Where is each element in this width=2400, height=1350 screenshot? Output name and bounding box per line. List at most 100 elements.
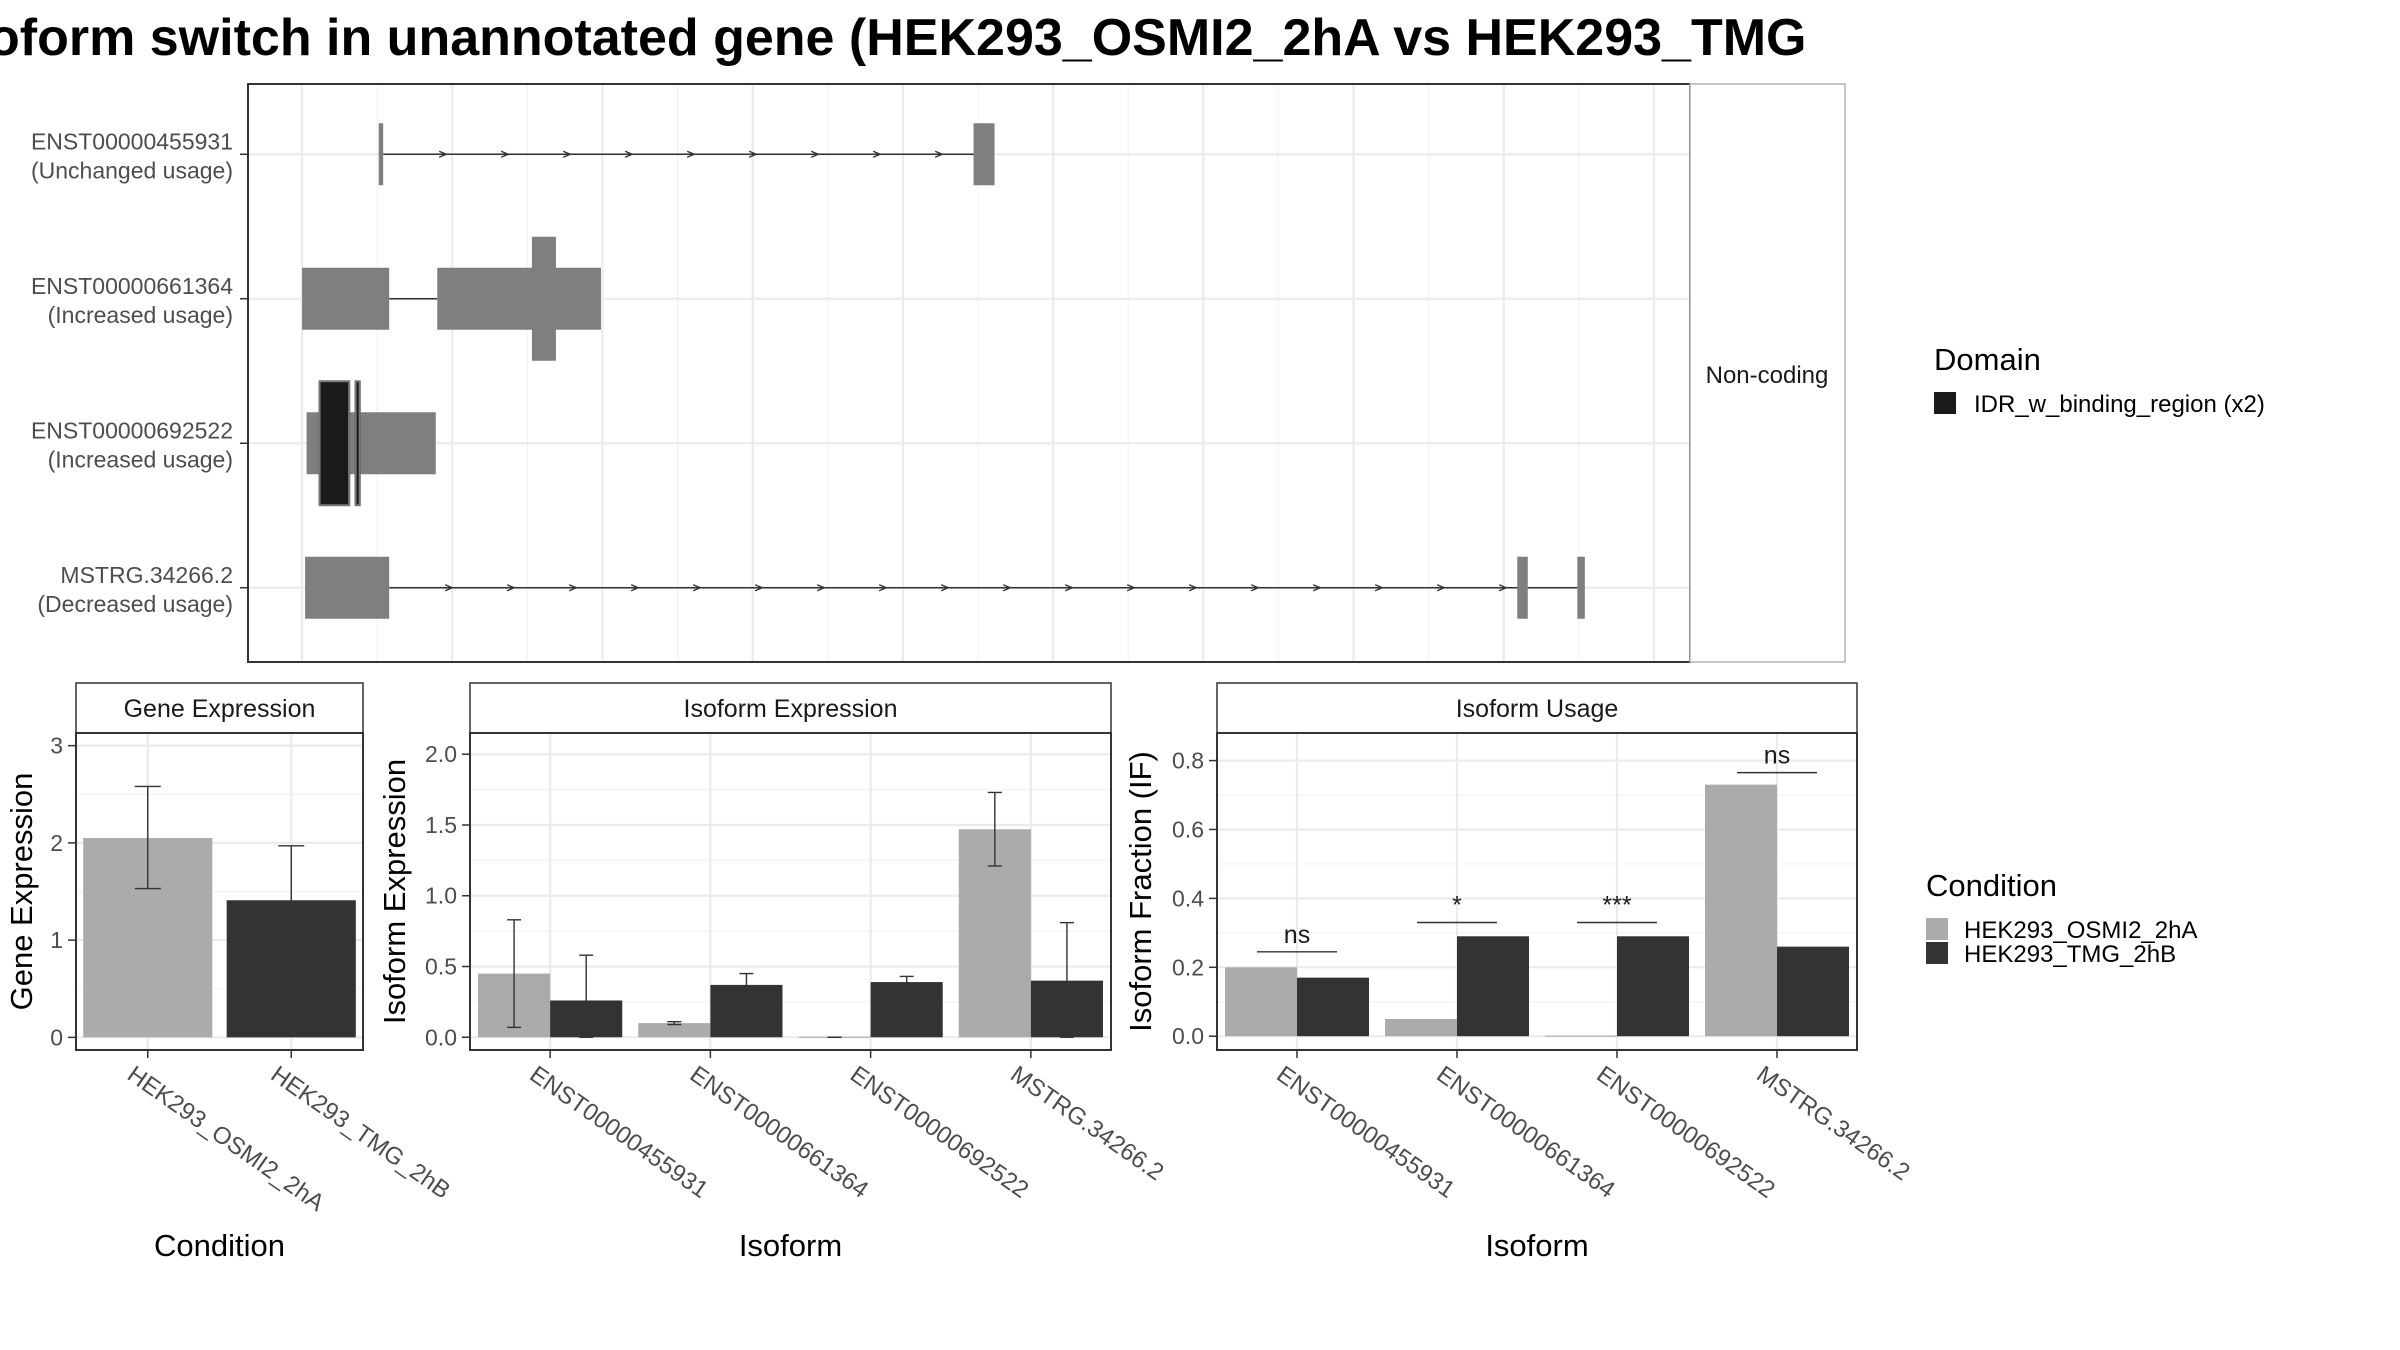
- isoform-label: ENST00000455931: [31, 128, 233, 154]
- significance-label: ***: [1602, 892, 1631, 920]
- bar: [870, 982, 943, 1038]
- bar: [1545, 1035, 1617, 1037]
- exon-block: [302, 267, 390, 330]
- condition-legend-title: Condition: [1926, 868, 2057, 903]
- y-tick-label: 0.0: [1172, 1023, 1204, 1049]
- isoform-label: ENST00000661364: [31, 273, 233, 299]
- significance-label: *: [1452, 892, 1462, 920]
- x-axis-title: Condition: [154, 1228, 285, 1263]
- condition-legend-key: [1926, 942, 1948, 964]
- intron-direction-arrow: [810, 150, 820, 158]
- bar: [1457, 936, 1529, 1037]
- intron-direction-arrow: [438, 150, 448, 158]
- y-tick-label: 1.5: [425, 812, 457, 838]
- x-axis-title: Isoform: [1485, 1228, 1588, 1263]
- bar: [638, 1023, 711, 1038]
- domain-legend-key: [1934, 392, 1956, 414]
- isoform-track: [302, 236, 601, 361]
- y-tick-label: 0.5: [425, 954, 457, 980]
- x-tick-label: MSTRG.34266.2: [1005, 1061, 1168, 1186]
- y-tick-label: 2: [50, 830, 63, 856]
- panel-strip: [75, 682, 364, 734]
- intron-direction-arrow: [1064, 584, 1074, 592]
- isoform-label: MSTRG.34266.2: [60, 562, 233, 588]
- intron-direction-arrow: [1002, 584, 1012, 592]
- y-axis-title: Isoform Expression: [377, 759, 412, 1024]
- exon-block: [437, 267, 601, 330]
- intron-direction-arrow: [1312, 584, 1322, 592]
- intron-direction-arrow: [692, 584, 702, 592]
- idr-domain-outline: [354, 380, 361, 507]
- y-tick-label: 0: [50, 1024, 63, 1050]
- panel-strip-title: Gene Expression: [124, 695, 316, 723]
- intron-direction-arrow: [1498, 584, 1508, 592]
- idr-domain-block: [354, 381, 361, 506]
- intron-direction-arrow: [748, 150, 758, 158]
- intron-direction-arrow: [878, 584, 888, 592]
- significance-label: ns: [1764, 742, 1790, 770]
- domain-legend-title: Domain: [1934, 342, 2041, 377]
- x-axis-title: Isoform: [739, 1228, 842, 1263]
- panel-strip-title: Isoform Usage: [1456, 695, 1619, 723]
- intron-direction-arrow: [506, 584, 516, 592]
- domain-legend: Domain IDR_w_binding_region (x2): [1934, 342, 2265, 418]
- y-tick-label: 2.0: [425, 741, 457, 767]
- bar-panel: Isoform Expression0.00.51.01.52.0ENST000…: [377, 682, 1168, 1263]
- intron-direction-arrow: [568, 584, 578, 592]
- isoform-status-label: (Unchanged usage): [31, 157, 233, 183]
- panel-strip-title: Isoform Expression: [684, 695, 898, 723]
- exon-block: [973, 123, 995, 186]
- intron-direction-arrow: [872, 150, 882, 158]
- y-tick-label: 0.0: [425, 1024, 457, 1050]
- intron-direction-arrow: [940, 584, 950, 592]
- intron-direction-arrow: [686, 150, 696, 158]
- idr-domain-outline: [318, 380, 351, 507]
- y-tick-label: 0.8: [1172, 748, 1204, 774]
- cds-block: [531, 236, 556, 361]
- significance-label: ns: [1284, 921, 1310, 949]
- bar: [1617, 936, 1689, 1037]
- panel-border: [469, 732, 1112, 1051]
- intron-direction-arrow: [1374, 584, 1384, 592]
- isoform-status-label: (Decreased usage): [37, 591, 233, 617]
- exon-block: [1517, 556, 1528, 619]
- bar: [1297, 977, 1369, 1037]
- isoform-label: ENST00000692522: [31, 417, 233, 443]
- isoform-track: [305, 556, 1585, 619]
- intron-direction-arrow: [500, 150, 510, 158]
- intron-direction-arrow: [444, 584, 454, 592]
- y-axis-title: Isoform Fraction (IF): [1123, 751, 1158, 1032]
- isoform-structure-panel: ENST00000455931 (Unchanged usage) ENST0000…: [31, 83, 1846, 663]
- intron-direction-arrow: [816, 584, 826, 592]
- intron-direction-arrow: [1250, 584, 1260, 592]
- bar-panel: Isoform Usage0.00.20.40.60.8ENST00000455…: [1123, 682, 1915, 1263]
- intron-direction-arrow: [1126, 584, 1136, 592]
- structure-background: [248, 84, 1690, 662]
- intron-direction-arrow: [630, 584, 640, 592]
- domain-legend-item: IDR_w_binding_region (x2): [1974, 391, 2265, 418]
- intron-direction-arrow: [562, 150, 572, 158]
- bar: [1225, 967, 1297, 1037]
- structure-strip-label: Non-coding: [1706, 362, 1829, 389]
- figure-title: oform switch in unannotated gene (HEK293…: [0, 9, 1806, 67]
- y-tick-label: 0.6: [1172, 816, 1204, 842]
- intron-direction-arrow: [1188, 584, 1198, 592]
- structure-strip: [1689, 83, 1846, 663]
- y-tick-label: 0.2: [1172, 954, 1204, 980]
- condition-legend-key: [1926, 918, 1948, 940]
- isoform-status-label: (Increased usage): [48, 302, 233, 328]
- isoform-track: [378, 123, 995, 186]
- intron-direction-arrow: [1436, 584, 1446, 592]
- y-axis-title: Gene Expression: [4, 773, 39, 1011]
- bar: [1777, 946, 1849, 1037]
- exon-block: [1577, 556, 1585, 619]
- isoform-track: [306, 380, 436, 507]
- y-tick-label: 1: [50, 927, 63, 953]
- x-tick-label: MSTRG.34266.2: [1752, 1061, 1915, 1186]
- y-tick-label: 3: [50, 733, 63, 759]
- condition-legend-item: HEK293_TMG_2hB: [1964, 941, 2176, 968]
- exon-block: [378, 123, 384, 186]
- panel-border: [75, 732, 364, 1051]
